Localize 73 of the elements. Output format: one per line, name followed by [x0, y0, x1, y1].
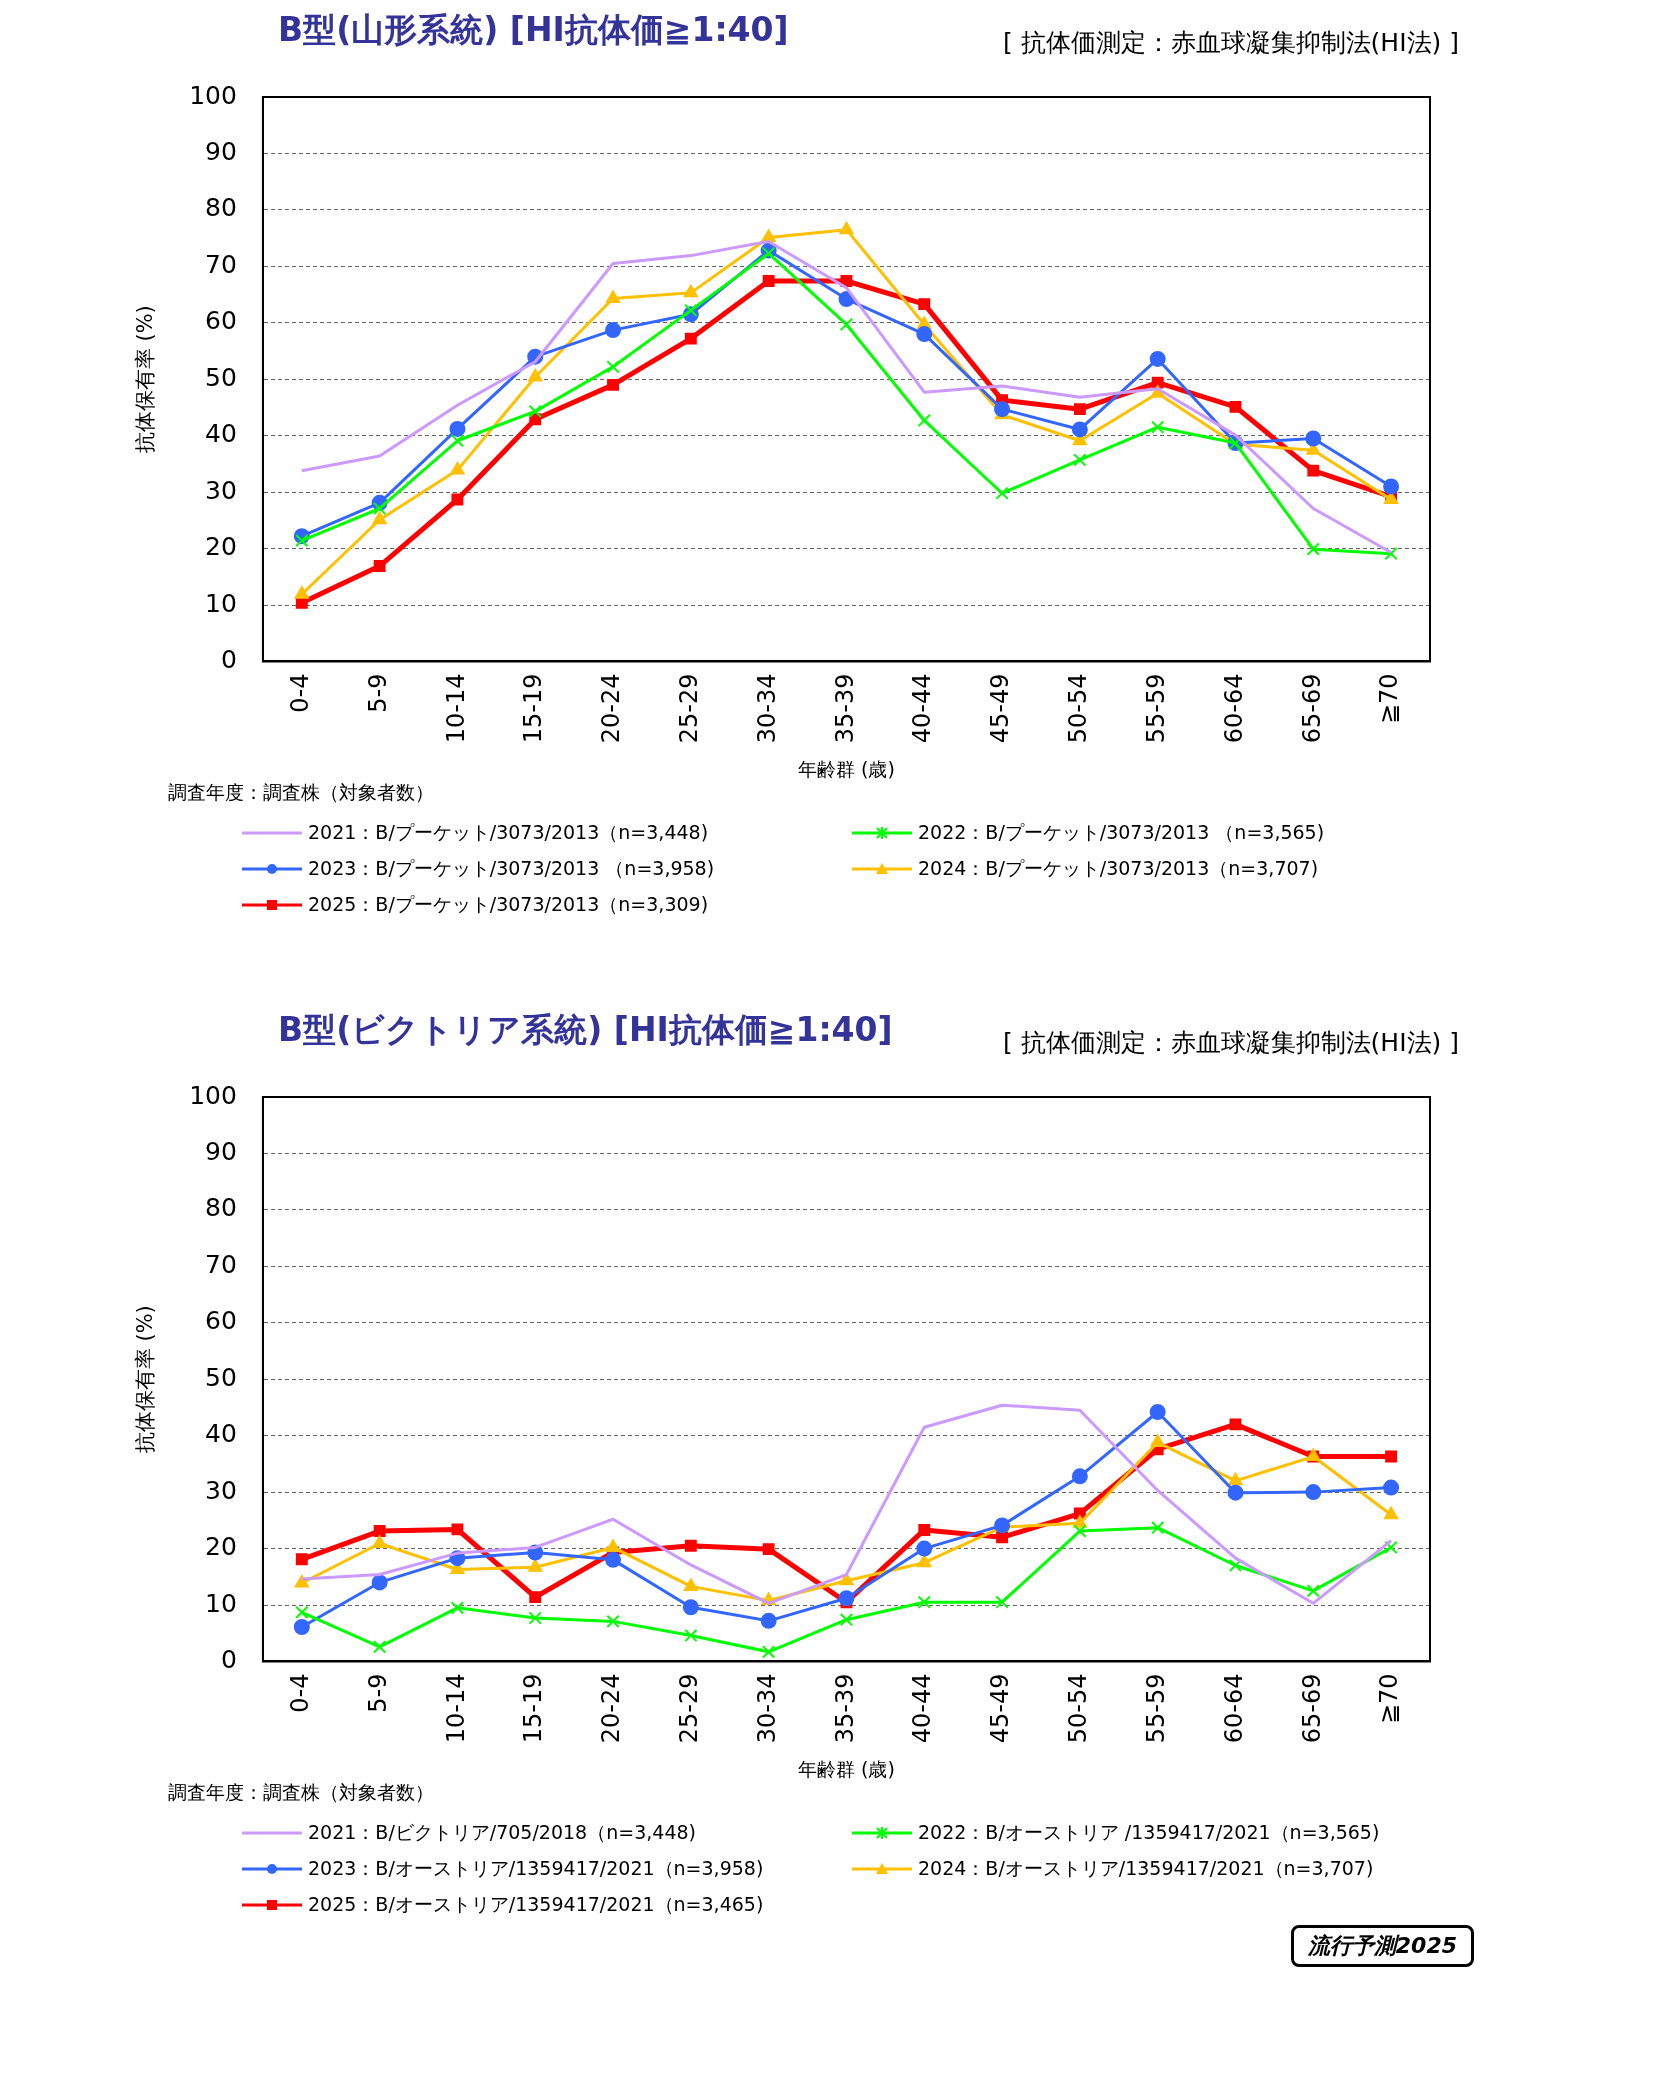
- x-tick-label: 50-54: [1064, 673, 1093, 744]
- x-tick-label: ≧70: [1375, 1673, 1404, 1725]
- x-tick-label: 35-39: [830, 673, 859, 744]
- x-tick-label: 15-19: [519, 673, 548, 744]
- y-tick-label: 50: [205, 362, 237, 392]
- x-tick-label: 10-14: [441, 1673, 470, 1744]
- y-tick-label: 30: [205, 1475, 237, 1505]
- x-tick-label: 40-44: [908, 673, 937, 744]
- x-tick-label: 50-54: [1064, 1673, 1093, 1744]
- y-tick-label: 20: [205, 532, 237, 562]
- y-tick-label: 100: [189, 1080, 237, 1110]
- x-tick-label: 20-24: [597, 1673, 626, 1744]
- legend-label: 2025：B/プーケット/3073/2013（n=3,309): [308, 892, 709, 917]
- y-tick-label: 60: [205, 1306, 237, 1336]
- x-tick-label: ≧70: [1375, 673, 1404, 725]
- legend-label: 2022：B/オーストリア /1359417/2021（n=3,565): [918, 1820, 1380, 1845]
- x-tick-label: 0-4: [286, 1673, 315, 1713]
- y-tick-label: 60: [205, 306, 237, 336]
- x-tick-label: 60-64: [1219, 673, 1248, 744]
- y-tick-label: 0: [221, 1644, 237, 1674]
- y-axis-title: 抗体保有率 (%): [133, 1305, 158, 1454]
- y-tick-label: 100: [189, 80, 237, 110]
- x-tick-label: 40-44: [908, 1673, 937, 1744]
- x-tick-label: 30-34: [752, 1673, 781, 1744]
- legend-label: 2021：B/プーケット/3073/2013（n=3,448): [308, 820, 709, 845]
- x-axis-title: 年齢群 (歳): [798, 757, 895, 780]
- legend-label: 2023：B/オーストリア/1359417/2021（n=3,958): [308, 1856, 764, 1881]
- x-tick-label: 0-4: [286, 673, 315, 713]
- x-axis-title: 年齢群 (歳): [798, 1757, 895, 1780]
- x-tick-label: 45-49: [986, 1673, 1015, 1744]
- legend-label: 2024：B/オーストリア/1359417/2021（n=3,707): [918, 1856, 1374, 1881]
- legend-label: 2022：B/プーケット/3073/2013 （n=3,565): [918, 820, 1325, 845]
- x-tick-label: 55-59: [1141, 1673, 1170, 1744]
- y-tick-label: 80: [205, 1193, 237, 1223]
- y-tick-label: 40: [205, 1419, 237, 1449]
- y-tick-label: 10: [205, 588, 237, 618]
- legend-title: 調査年度：調査株（対象者数）: [168, 780, 435, 805]
- x-tick-label: 10-14: [441, 673, 470, 744]
- x-tick-label: 25-29: [675, 1673, 704, 1744]
- x-tick-label: 65-69: [1297, 673, 1326, 744]
- chart-title: B型(山形系統) [HI抗体価≧1:40]: [278, 9, 789, 51]
- text: 流行予測2025: [1290, 1925, 1474, 1967]
- y-tick-label: 80: [205, 193, 237, 223]
- y-tick-label: 40: [205, 419, 237, 449]
- y-tick-label: 20: [205, 1532, 237, 1562]
- x-tick-label: 25-29: [675, 673, 704, 744]
- y-tick-label: 70: [205, 249, 237, 279]
- x-tick-label: 5-9: [363, 673, 392, 713]
- legend-label: 2023：B/プーケット/3073/2013 （n=3,958): [308, 856, 715, 881]
- x-tick-label: 65-69: [1297, 1673, 1326, 1744]
- y-tick-label: 70: [205, 1249, 237, 1279]
- y-axis-title: 抗体保有率 (%): [133, 305, 158, 454]
- legend-label: 2021：B/ビクトリア/705/2018（n=3,448): [308, 1820, 696, 1845]
- chart-subtitle: [ 抗体価測定：赤血球凝集抑制法(HI法) ]: [1002, 1027, 1459, 1059]
- legend-label: 2025：B/オーストリア/1359417/2021（n=3,465): [308, 1892, 764, 1917]
- legend-label: 2024：B/プーケット/3073/2013（n=3,707): [918, 856, 1319, 881]
- x-tick-label: 55-59: [1141, 673, 1170, 744]
- x-tick-label: 45-49: [986, 673, 1015, 744]
- x-tick-label: 60-64: [1219, 1673, 1248, 1744]
- x-tick-label: 5-9: [363, 1673, 392, 1713]
- y-tick-label: 30: [205, 475, 237, 505]
- x-tick-label: 30-34: [752, 673, 781, 744]
- x-tick-label: 35-39: [830, 1673, 859, 1744]
- y-tick-label: 90: [205, 1136, 237, 1166]
- x-tick-label: 20-24: [597, 673, 626, 744]
- chart-title: B型(ビクトリア系統) [HI抗体価≧1:40]: [278, 1009, 893, 1051]
- y-tick-label: 90: [205, 136, 237, 166]
- y-tick-label: 0: [221, 644, 237, 674]
- y-tick-label: 10: [205, 1588, 237, 1618]
- x-tick-label: 15-19: [519, 1673, 548, 1744]
- chart-subtitle: [ 抗体価測定：赤血球凝集抑制法(HI法) ]: [1002, 27, 1459, 59]
- legend-title: 調査年度：調査株（対象者数）: [168, 1780, 435, 1805]
- y-tick-label: 50: [205, 1362, 237, 1392]
